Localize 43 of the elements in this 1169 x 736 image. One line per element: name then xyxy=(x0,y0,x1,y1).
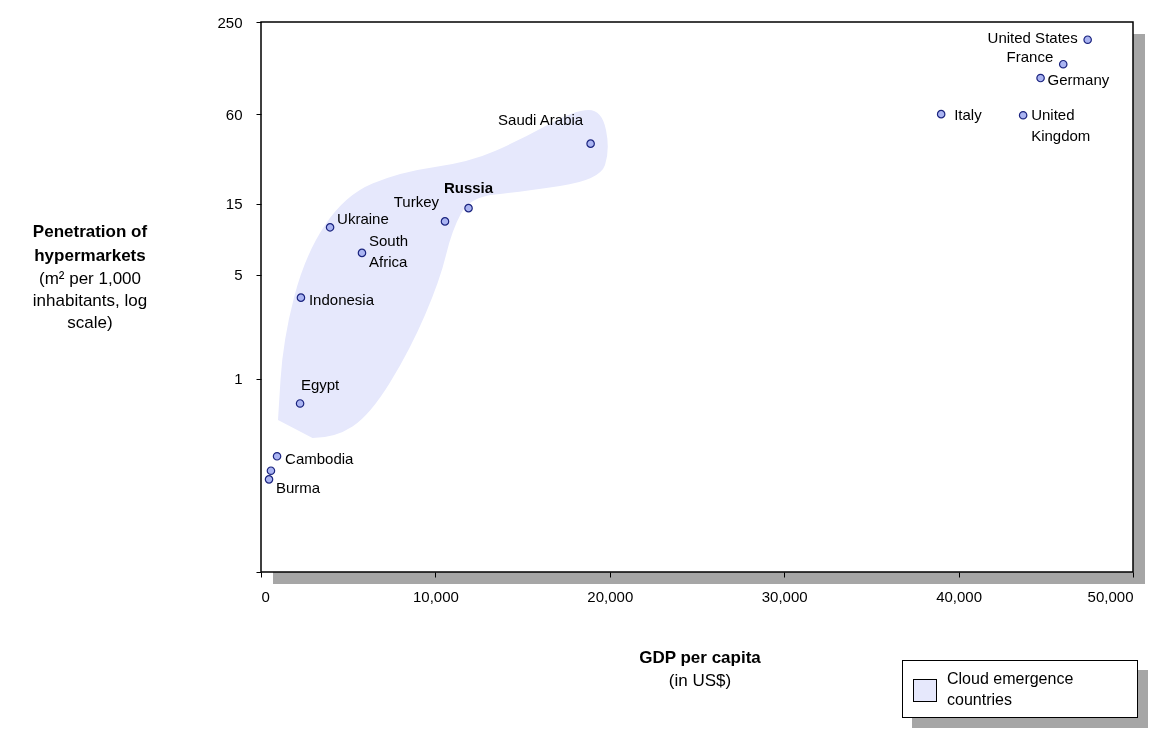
annotation: Burma xyxy=(276,479,321,497)
point xyxy=(264,475,274,484)
text: Cloud emergence countries xyxy=(947,669,1075,710)
y-tick-label: 5 xyxy=(234,266,243,284)
point xyxy=(295,399,305,408)
x-axis-title: GDP per capita (in US$) xyxy=(638,647,762,692)
point xyxy=(1036,73,1045,83)
annotation: Cambodia xyxy=(285,450,355,468)
point xyxy=(1058,59,1068,69)
x-tick-label: 40,000 xyxy=(936,587,983,605)
annotation: Russia xyxy=(443,179,494,197)
point xyxy=(272,452,282,461)
annotation: South Africa xyxy=(368,231,409,270)
x-tick-label: 0 xyxy=(261,587,270,605)
point xyxy=(464,203,473,213)
x-tick-label: 10,000 xyxy=(412,587,459,605)
annotation: Italy xyxy=(954,106,983,124)
annotation: Turkey xyxy=(393,193,440,211)
y-tick-label: 1 xyxy=(234,370,243,388)
x-tick-label: 50,000 xyxy=(1087,587,1134,605)
annotation: Germany xyxy=(1047,71,1110,89)
point xyxy=(586,139,595,148)
annotation: Indonesia xyxy=(308,290,375,308)
annotation: Saudi Arabia xyxy=(498,110,584,128)
annotation: Ukraine xyxy=(337,210,389,228)
point xyxy=(440,217,450,226)
y-tick-label: 60 xyxy=(225,105,243,123)
annotation: United Kingdom xyxy=(1031,106,1091,145)
annotation: France xyxy=(1006,48,1054,66)
annotation: Egypt xyxy=(300,376,341,394)
x-tick-label: 20,000 xyxy=(587,587,634,605)
point xyxy=(1018,110,1028,120)
y-tick-label: 15 xyxy=(225,195,243,213)
point xyxy=(936,109,946,119)
y-axis-title: Penetration of hypermarkets (m² per 1,000 inhabitants, log scale) xyxy=(31,221,149,334)
point xyxy=(1083,35,1092,45)
annotation: United States xyxy=(987,28,1078,46)
x-tick-label: 30,000 xyxy=(761,587,808,605)
point xyxy=(266,466,276,476)
y-tick-label: 250 xyxy=(217,13,243,31)
point xyxy=(325,223,335,232)
point xyxy=(296,293,306,302)
point xyxy=(357,248,367,258)
